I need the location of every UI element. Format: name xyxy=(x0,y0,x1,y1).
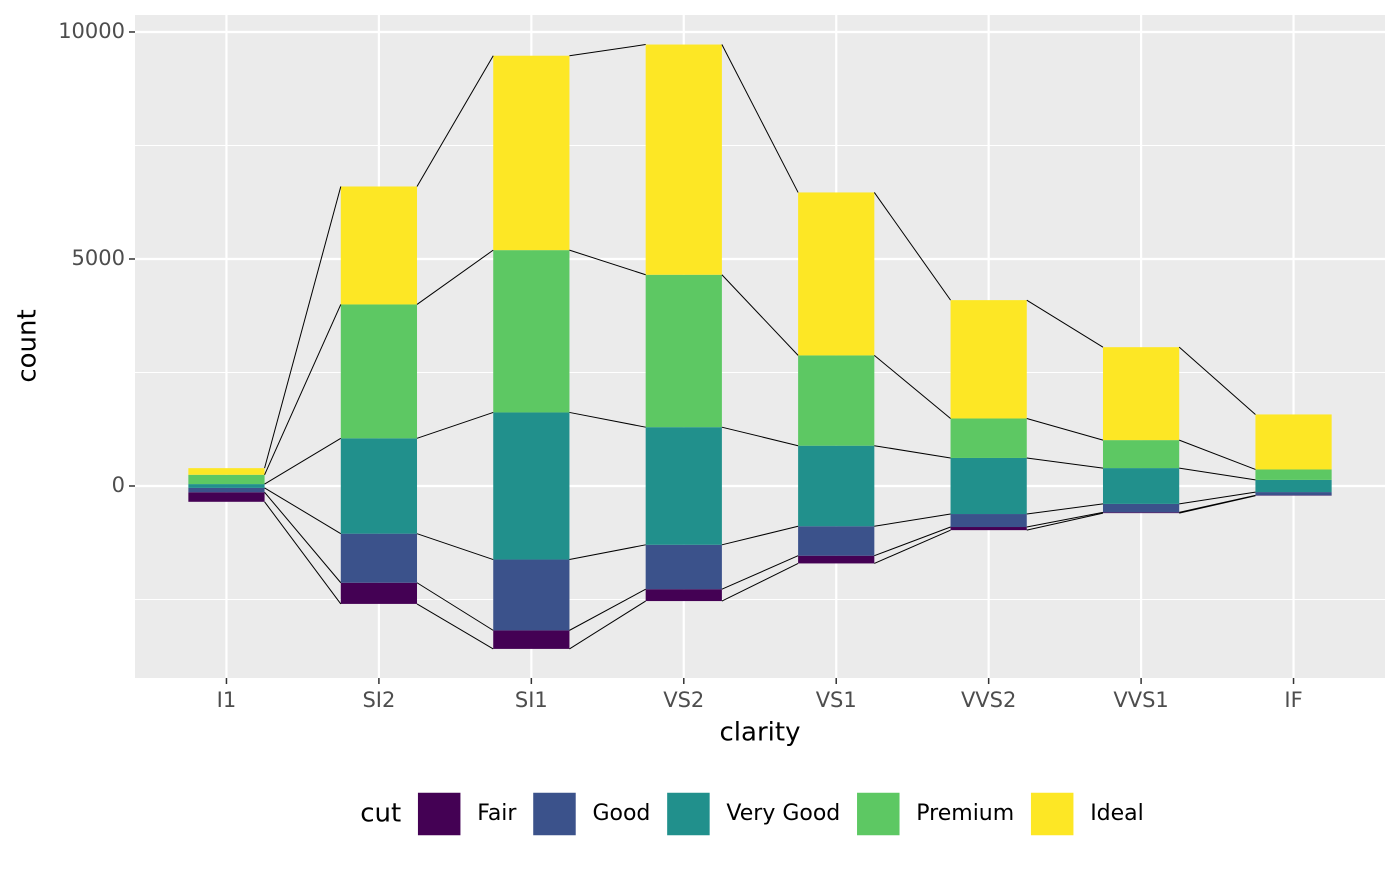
bar-segment xyxy=(951,458,1027,514)
bar-segment xyxy=(1103,512,1179,513)
bar-segment xyxy=(798,192,874,355)
x-tick-label: VS1 xyxy=(816,688,857,712)
legend-key xyxy=(666,792,710,836)
x-tick-label: I1 xyxy=(217,688,237,712)
legend-label: Fair xyxy=(477,801,517,826)
bar-segment xyxy=(341,583,417,604)
bar-segment xyxy=(188,488,264,492)
x-tick-label: IF xyxy=(1284,688,1302,712)
x-tick-label: SI2 xyxy=(362,688,395,712)
bar-segment xyxy=(188,468,264,475)
bar-segment xyxy=(1103,468,1179,504)
bar-segment xyxy=(951,514,1027,527)
bar-segment xyxy=(1103,347,1179,440)
bar-segment xyxy=(1255,469,1331,479)
bar-segment xyxy=(341,304,417,438)
x-tick-label: VVS1 xyxy=(1113,688,1168,712)
bar-segment xyxy=(493,250,569,412)
bar-segment xyxy=(1255,480,1331,492)
bar-segment xyxy=(798,446,874,527)
y-tick-label: 5000 xyxy=(72,246,125,270)
bar-segment xyxy=(341,186,417,304)
bar-segment xyxy=(646,45,722,275)
bar-segment xyxy=(798,526,874,555)
legend-label: Very Good xyxy=(726,801,840,826)
legend-key xyxy=(417,792,461,836)
bar-segment xyxy=(951,300,1027,418)
y-axis-title: count xyxy=(13,309,43,382)
bar-segment xyxy=(951,418,1027,457)
x-tick-label: VVS2 xyxy=(961,688,1016,712)
bar-segment xyxy=(493,560,569,631)
bar-segment xyxy=(493,412,569,559)
bar-segment xyxy=(493,56,569,250)
x-tick-label: VS2 xyxy=(663,688,704,712)
legend-label: Good xyxy=(592,801,650,826)
bar-segment xyxy=(1255,414,1331,469)
bar-segment xyxy=(798,556,874,564)
bar-segment xyxy=(798,355,874,445)
y-tick-label: 10000 xyxy=(58,19,125,43)
bar-segment xyxy=(646,275,722,427)
legend-key xyxy=(1030,792,1074,836)
bar-segment xyxy=(646,545,722,589)
bar-segment xyxy=(493,630,569,649)
bar-segment xyxy=(1103,440,1179,468)
legend-title: cut xyxy=(360,799,401,829)
bar-segment xyxy=(1103,504,1179,512)
y-tick-label: 0 xyxy=(112,473,125,497)
x-tick-label: SI1 xyxy=(515,688,548,712)
bar-segment xyxy=(646,427,722,545)
legend-label: Ideal xyxy=(1090,801,1144,826)
bar-segment xyxy=(188,492,264,502)
bar-segment xyxy=(1255,492,1331,495)
bar-segment xyxy=(646,589,722,601)
bar-segment xyxy=(341,438,417,533)
legend-key xyxy=(532,792,576,836)
bar-segment xyxy=(341,534,417,583)
legend-label: Premium xyxy=(916,801,1014,826)
bar-segment xyxy=(951,527,1027,530)
legend-key xyxy=(856,792,900,836)
bar-segment xyxy=(188,475,264,484)
bar-segment xyxy=(188,484,264,488)
x-axis-title: clarity xyxy=(720,718,801,748)
